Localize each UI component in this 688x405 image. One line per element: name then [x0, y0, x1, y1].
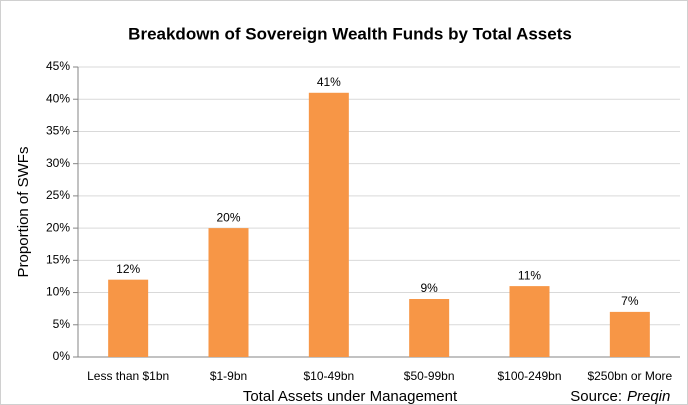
bar	[509, 286, 550, 357]
y-tick-label: 40%	[46, 91, 70, 105]
y-tick-label: 35%	[46, 124, 70, 138]
data-label: 7%	[621, 294, 639, 308]
x-tick-label: $50-99bn	[404, 369, 455, 383]
y-tick-label: 25%	[46, 188, 70, 202]
data-label: 9%	[420, 281, 438, 295]
bar	[208, 228, 249, 357]
x-tick-label: $100-249bn	[497, 369, 561, 383]
chart-title: Breakdown of Sovereign Wealth Funds by T…	[128, 24, 572, 43]
y-tick-label: 15%	[46, 253, 70, 267]
bar	[308, 92, 349, 358]
y-tick-label: 10%	[46, 285, 70, 299]
source-name: Preqin	[627, 388, 670, 405]
bar	[609, 311, 650, 357]
x-tick-label: $10-49bn	[303, 369, 354, 383]
data-label: 12%	[116, 262, 140, 276]
y-tick-label: 30%	[46, 156, 70, 170]
data-label: 20%	[216, 210, 240, 224]
bar	[409, 299, 450, 357]
source-label: Source:	[570, 388, 622, 405]
data-label: 11%	[518, 268, 541, 282]
x-tick-label: $1-9bn	[210, 369, 247, 383]
y-tick-label: 5%	[53, 317, 71, 331]
x-tick-label: Less than $1bn	[87, 369, 169, 383]
data-label: 41%	[317, 75, 341, 89]
x-axis-label: Total Assets under Management	[243, 388, 458, 405]
y-tick-label: 0%	[53, 349, 71, 363]
y-tick-label: 45%	[46, 59, 70, 73]
x-tick-label: $250bn or More	[587, 369, 672, 383]
y-tick-label: 20%	[46, 220, 70, 234]
y-axis-label: Proportion of SWFs	[15, 147, 32, 278]
bar	[108, 279, 149, 357]
